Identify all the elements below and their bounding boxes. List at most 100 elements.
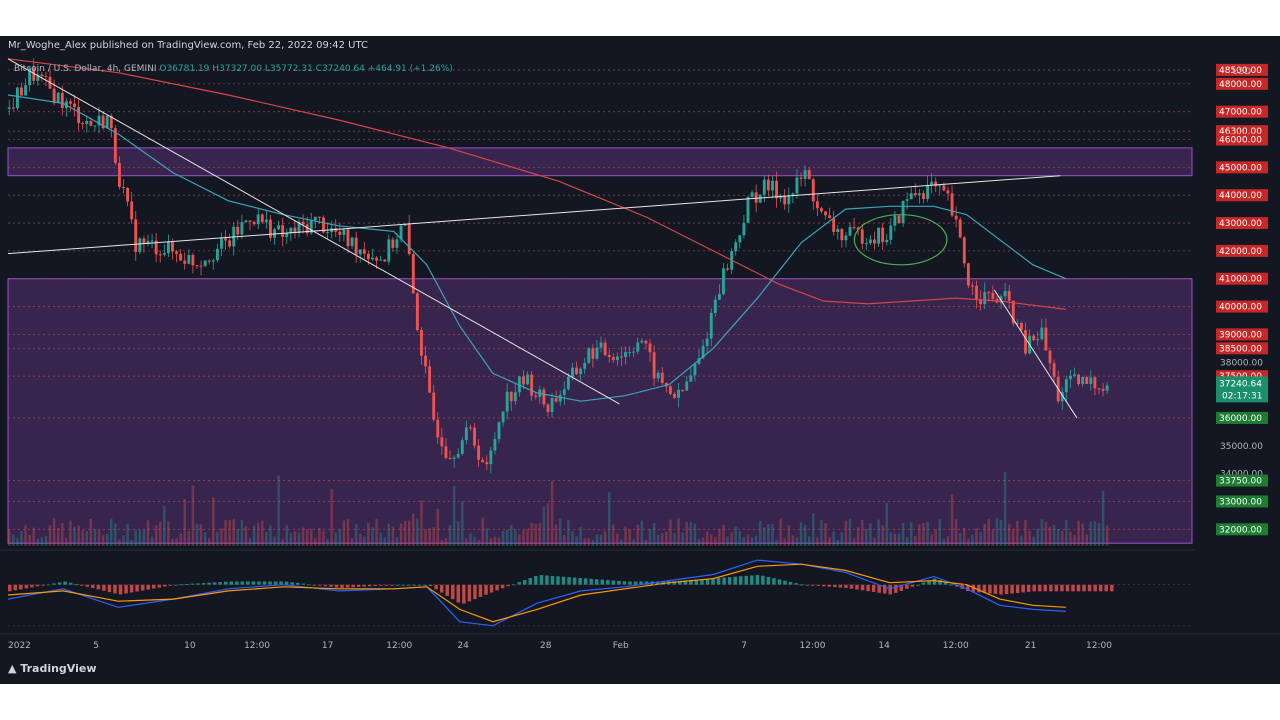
candle: [195, 265, 199, 267]
volume-bar: [791, 535, 795, 546]
ohlc-values: O36781.19 H37327.00 L35772.31 C37240.64 …: [159, 64, 453, 74]
tradingview-brand[interactable]: ▲ TradingView: [8, 662, 97, 675]
macd-histogram-bar: [738, 576, 743, 585]
macd-histogram-bar: [196, 583, 200, 585]
candle: [566, 376, 570, 390]
price-level-tag-label: 32000.00: [1219, 525, 1262, 535]
candle: [860, 229, 864, 244]
macd-histogram-bar: [1004, 584, 1009, 595]
volume-bar: [514, 529, 517, 546]
macd-histogram-bar: [705, 578, 710, 585]
volume-bar: [1089, 521, 1093, 546]
volume-bar: [820, 520, 823, 546]
volume-bar: [203, 532, 207, 546]
macd-histogram-bar: [982, 584, 987, 593]
volume-bar: [807, 536, 811, 546]
candle: [873, 239, 876, 244]
price-chart[interactable]: 0.00-2000.0038000.0035000.0034000.004850…: [0, 36, 1280, 684]
candle: [293, 227, 297, 234]
macd-histogram-bar: [927, 580, 931, 585]
price-level-tag-label: 43000.00: [1219, 219, 1262, 229]
candle: [1089, 377, 1093, 384]
candle: [285, 233, 289, 237]
volume-bar: [901, 523, 905, 546]
candle: [505, 391, 509, 412]
candle: [1105, 385, 1109, 391]
macd-histogram-bar: [401, 584, 405, 586]
tradingview-logo-icon: ▲: [8, 662, 17, 675]
volume-bar: [195, 523, 199, 546]
candle: [550, 398, 554, 412]
volume-bar: [995, 518, 999, 546]
volume-bar: [1024, 520, 1027, 546]
candle: [20, 87, 23, 96]
volume-bar: [697, 539, 701, 546]
candle: [791, 193, 795, 196]
candle: [603, 342, 607, 355]
candle: [452, 457, 456, 459]
macd-histogram-bar: [262, 581, 267, 585]
volume-bar: [461, 501, 464, 546]
candle: [509, 391, 513, 402]
price-level-tag: [1216, 474, 1268, 487]
volume-bar: [269, 525, 272, 546]
candle: [881, 227, 885, 243]
macd-histogram-bar: [1065, 584, 1070, 592]
candle: [1097, 388, 1101, 390]
candle: [648, 343, 652, 353]
candle: [501, 411, 505, 423]
candle: [983, 292, 987, 305]
price-level-tag-label: 36000.00: [1219, 414, 1262, 424]
volume-bar: [44, 535, 48, 546]
price-level-tag: [1216, 133, 1268, 146]
volume-bar: [587, 538, 591, 546]
volume-bar: [363, 536, 366, 546]
macd-line: [7, 559, 1066, 627]
candle: [717, 294, 721, 300]
macd-histogram-bar: [694, 579, 699, 585]
price-level-tag: [1216, 161, 1268, 174]
volume-bar: [861, 519, 864, 546]
volume-bar: [918, 524, 921, 546]
volume-bar: [301, 527, 305, 546]
candle: [946, 190, 950, 194]
volume-bar: [346, 519, 350, 546]
volume-bar: [828, 537, 831, 546]
candle: [73, 103, 76, 108]
macd-histogram-bar: [1087, 584, 1092, 592]
volume-bar: [314, 538, 317, 546]
macd-histogram-bar: [151, 584, 156, 589]
candle: [1093, 377, 1097, 389]
candle: [248, 220, 252, 222]
macd-histogram-bar: [251, 581, 256, 585]
volume-bar: [812, 513, 815, 546]
candle: [269, 219, 272, 238]
candle: [1007, 291, 1011, 301]
symbol-name[interactable]: Bitcoin / U.S. Dollar, 4h, GEMINI: [14, 64, 157, 74]
candle: [701, 345, 705, 359]
macd-histogram-bar: [52, 583, 56, 585]
volume-bar: [559, 518, 562, 546]
volume-bar: [673, 533, 676, 546]
candle: [987, 292, 991, 294]
volume-bar: [922, 522, 925, 546]
volume-bar: [318, 527, 321, 546]
volume-bar: [669, 519, 672, 546]
volume-bar: [942, 539, 946, 546]
volume-bar: [742, 536, 746, 546]
macd-histogram-bar: [478, 584, 483, 597]
candle: [693, 363, 697, 376]
macd-histogram-bar: [329, 584, 333, 587]
macd-histogram-bar: [434, 584, 438, 590]
volume-bar: [228, 520, 231, 546]
candle: [668, 386, 672, 394]
volume-bar: [652, 523, 656, 546]
candle: [56, 92, 60, 104]
trendline: [7, 175, 1061, 255]
candle: [473, 427, 476, 446]
candle: [379, 259, 383, 261]
macd-histogram-bar: [129, 584, 134, 593]
macd-histogram-bar: [318, 584, 322, 586]
candle: [824, 211, 827, 216]
candle: [738, 235, 742, 243]
